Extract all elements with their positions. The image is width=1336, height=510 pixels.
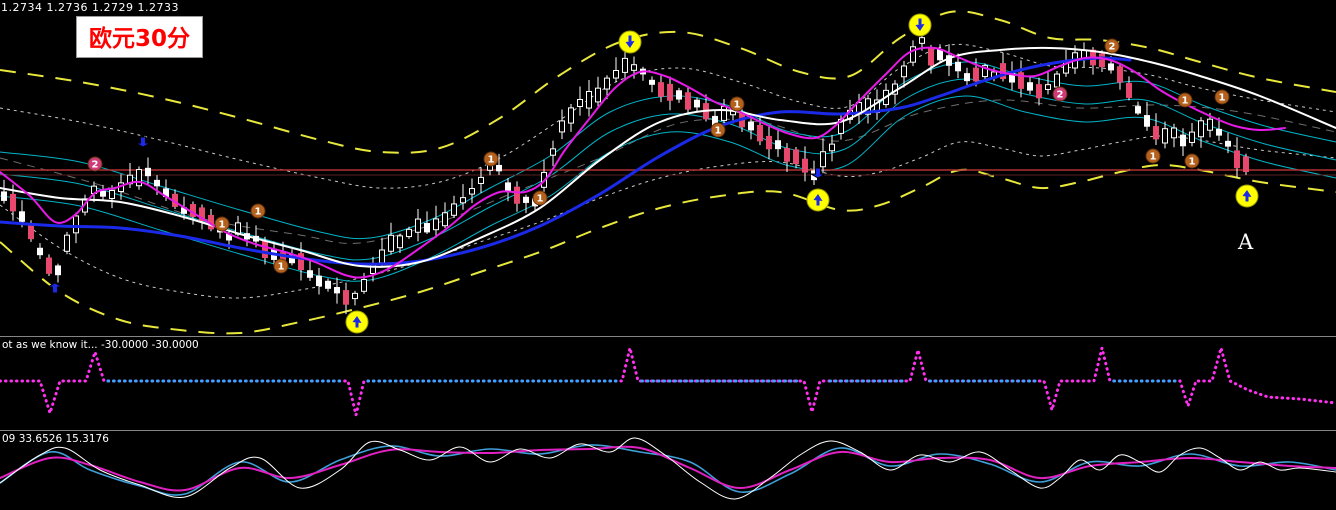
svg-text:1: 1	[219, 220, 226, 231]
svg-text:1: 1	[734, 100, 741, 111]
svg-text:1: 1	[537, 194, 544, 205]
ohlc-quote-line: 1.2734 1.2736 1.2729 1.2733	[1, 1, 179, 14]
svg-text:1: 1	[278, 262, 285, 273]
annotation-letter-a: A	[1238, 230, 1254, 254]
symbol-timeframe-label: 欧元30分	[76, 16, 204, 58]
svg-text:1: 1	[1189, 157, 1196, 168]
svg-text:1: 1	[488, 155, 495, 166]
svg-text:2: 2	[1109, 42, 1116, 53]
svg-text:1: 1	[1150, 152, 1157, 163]
svg-text:1: 1	[1219, 93, 1226, 104]
indicator2-name-label: 09 33.6526 15.3176	[2, 433, 109, 445]
indicator1-name-label: ot as we know it... -30.0000 -30.0000	[2, 339, 199, 351]
svg-text:2: 2	[92, 160, 99, 171]
svg-text:2: 2	[1057, 90, 1064, 101]
svg-text:1: 1	[1182, 96, 1189, 107]
svg-text:1: 1	[715, 126, 722, 137]
svg-text:1: 1	[255, 207, 262, 218]
